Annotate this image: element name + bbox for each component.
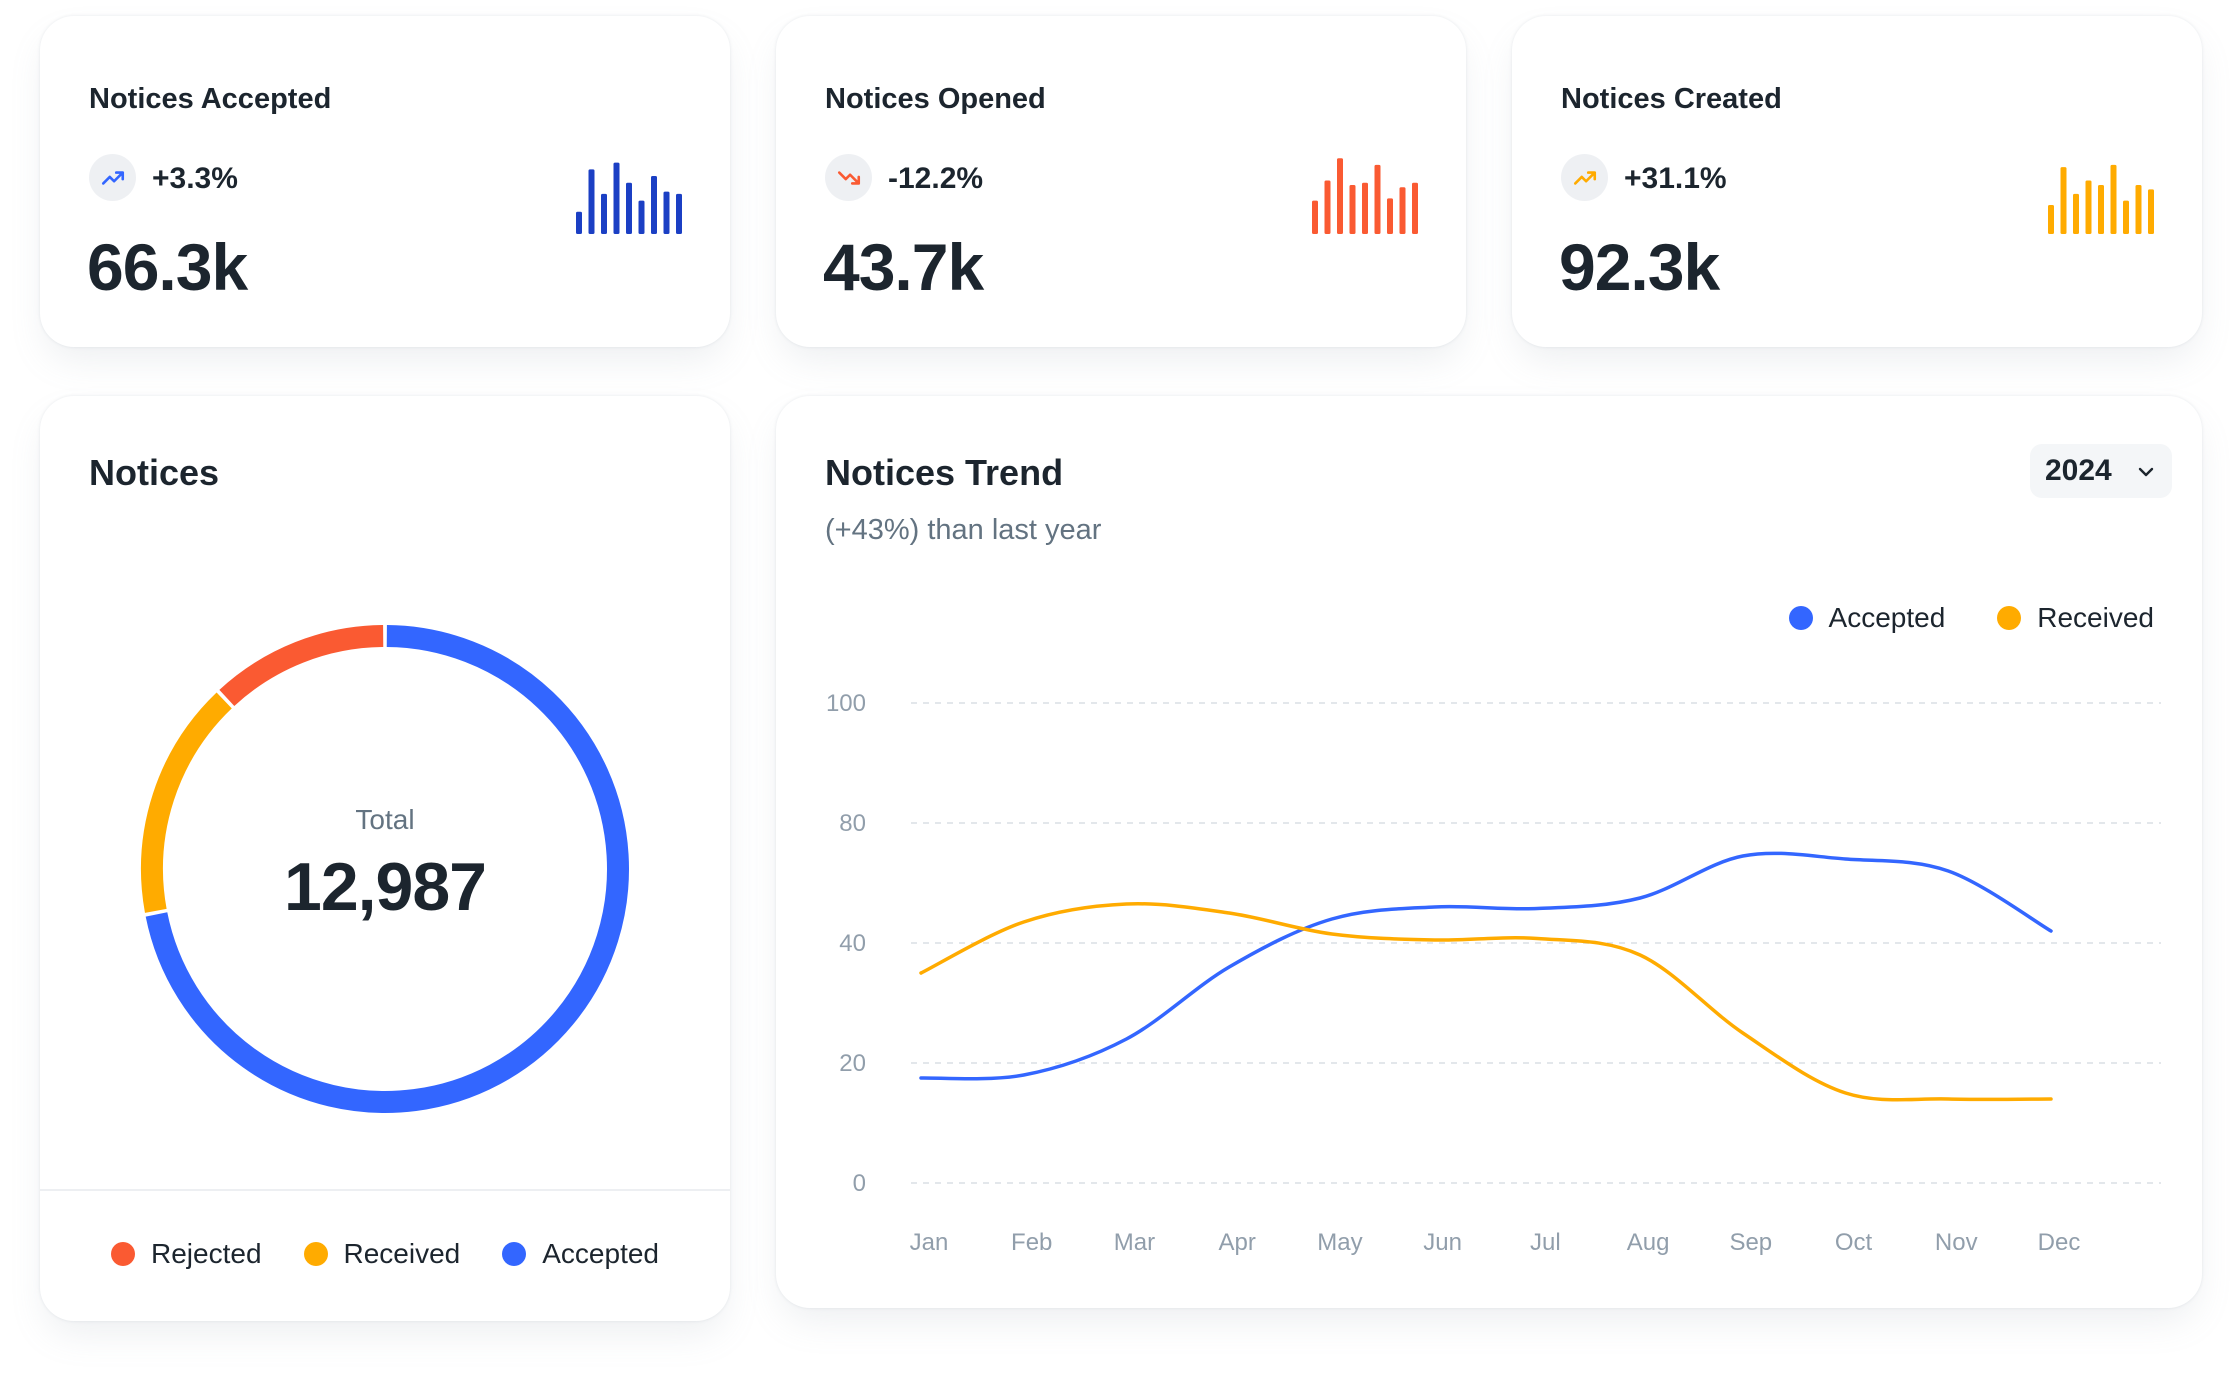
stat-value: 92.3k <box>1559 230 1720 304</box>
donut-total-label: Total <box>355 804 415 835</box>
trending-up-icon <box>1561 154 1608 201</box>
change-percent: -12.2% <box>888 162 984 195</box>
spark-bar <box>613 162 620 234</box>
notices-donut-card: Notices Total 12,987 Rejected Received A… <box>40 396 730 1321</box>
x-tick-label: Oct <box>1835 1229 1873 1256</box>
spark-bar <box>1349 184 1356 234</box>
notices-created-card: Notices Created +31.1% 92.3k <box>1512 16 2202 347</box>
notices-opened-card: Notices Opened -12.2% 43.7k <box>776 16 1466 347</box>
spark-bar <box>2135 184 2142 234</box>
legend-dot <box>502 1242 527 1266</box>
spark-bar <box>601 193 607 234</box>
y-tick-label: 100 <box>826 690 866 717</box>
x-tick-label: Feb <box>1011 1229 1052 1256</box>
legend-label: Received <box>2037 602 2154 633</box>
year-select-value: 2024 <box>2045 454 2112 487</box>
card-title: Notices Trend <box>825 452 1064 493</box>
spark-bar <box>2123 200 2129 234</box>
trending-down-icon <box>825 154 872 201</box>
spark-bar <box>638 200 645 234</box>
donut-legend: Rejected Received Accepted <box>40 1238 730 1270</box>
legend-item-accepted[interactable]: Accepted <box>1788 602 1946 634</box>
legend-item-accepted[interactable]: Accepted <box>502 1238 659 1270</box>
sparkline-bars <box>1312 158 1418 234</box>
legend-item-rejected[interactable]: Rejected <box>111 1238 262 1270</box>
spark-bar <box>1374 164 1381 234</box>
spark-bar <box>588 169 595 234</box>
donut-total-value: 12,987 <box>284 849 487 925</box>
notices-accepted-card: Notices Accepted +3.3% 66.3k <box>40 16 730 347</box>
spark-bar <box>1324 180 1331 234</box>
spark-bar <box>2148 189 2154 234</box>
y-tick-label: 0 <box>853 1170 866 1197</box>
line-legend: Accepted Received <box>1788 602 2154 634</box>
spark-bar <box>2073 193 2079 234</box>
trending-up-icon <box>89 154 136 201</box>
donut-chart <box>141 625 629 1113</box>
legend-label: Accepted <box>1828 602 1946 633</box>
x-tick-label: Dec <box>2038 1229 2081 1256</box>
series-line-accepted[interactable] <box>919 851 2053 1081</box>
stat-title: Notices Opened <box>825 83 1046 115</box>
notices-trend-card: Notices Trend (+43%) than last year 2024… <box>776 396 2202 1308</box>
spark-bar <box>1412 182 1418 234</box>
card-title: Notices <box>89 452 220 493</box>
y-tick-label: 40 <box>839 930 866 957</box>
spark-bar <box>2060 167 2067 234</box>
card-subtitle: (+43%) than last year <box>825 514 1102 546</box>
stat-value: 66.3k <box>87 230 248 304</box>
stat-value: 43.7k <box>823 230 984 304</box>
y-tick-label: 80 <box>839 810 866 837</box>
spark-bar <box>1337 158 1343 234</box>
spark-bar <box>1387 198 1393 234</box>
donut-slice-accepted[interactable] <box>145 625 629 1113</box>
legend-dot <box>111 1242 135 1266</box>
y-tick-label: 20 <box>839 1050 866 1077</box>
line-chart: 100 80 40 20 0 Jan Feb Mar Apr May Jun Jul Aug Sep Oct… <box>826 690 2161 1256</box>
spark-bar <box>2048 205 2054 234</box>
x-tick-label: Mar <box>1114 1229 1155 1256</box>
x-tick-label: Jan <box>910 1229 949 1256</box>
x-tick-label: May <box>1317 1229 1362 1256</box>
year-select[interactable]: 2024 <box>2030 444 2172 498</box>
spark-bar <box>1399 187 1406 234</box>
sparkline-bars <box>576 162 682 234</box>
divider <box>40 1189 730 1191</box>
legend-label: Accepted <box>542 1238 659 1269</box>
legend-dot <box>1997 606 2022 630</box>
series-line-received[interactable] <box>919 902 2053 1102</box>
sparkline-bars <box>2048 164 2154 234</box>
legend-label: Rejected <box>151 1238 262 1269</box>
spark-bar <box>576 211 582 234</box>
spark-bar <box>651 176 657 234</box>
stat-title: Notices Accepted <box>89 83 332 115</box>
legend-dot <box>303 1242 328 1266</box>
spark-bar <box>676 193 682 234</box>
x-tick-label: Nov <box>1935 1229 1978 1256</box>
spark-bar <box>2098 184 2104 234</box>
spark-bar <box>1362 182 1368 234</box>
legend-dot <box>1788 606 1813 630</box>
legend-item-received[interactable]: Received <box>303 1238 461 1270</box>
x-tick-label: Jun <box>1423 1229 1462 1256</box>
x-tick-label: Jul <box>1530 1229 1561 1256</box>
change-percent: +3.3% <box>152 162 238 195</box>
spark-bar <box>2110 164 2117 234</box>
donut-slice-rejected[interactable] <box>219 625 384 707</box>
x-tick-label: Apr <box>1219 1229 1256 1256</box>
chevron-down-icon <box>2138 467 2154 477</box>
change-percent: +31.1% <box>1624 162 1727 195</box>
spark-bar <box>663 191 670 234</box>
stat-title: Notices Created <box>1561 83 1782 115</box>
x-tick-label: Sep <box>1729 1229 1772 1256</box>
donut-slice-received[interactable] <box>141 692 232 913</box>
x-tick-label: Aug <box>1627 1229 1670 1256</box>
spark-bar <box>626 182 632 234</box>
spark-bar <box>2085 180 2092 234</box>
legend-item-received[interactable]: Received <box>1997 602 2154 634</box>
spark-bar <box>1312 200 1318 234</box>
legend-label: Received <box>343 1238 461 1269</box>
